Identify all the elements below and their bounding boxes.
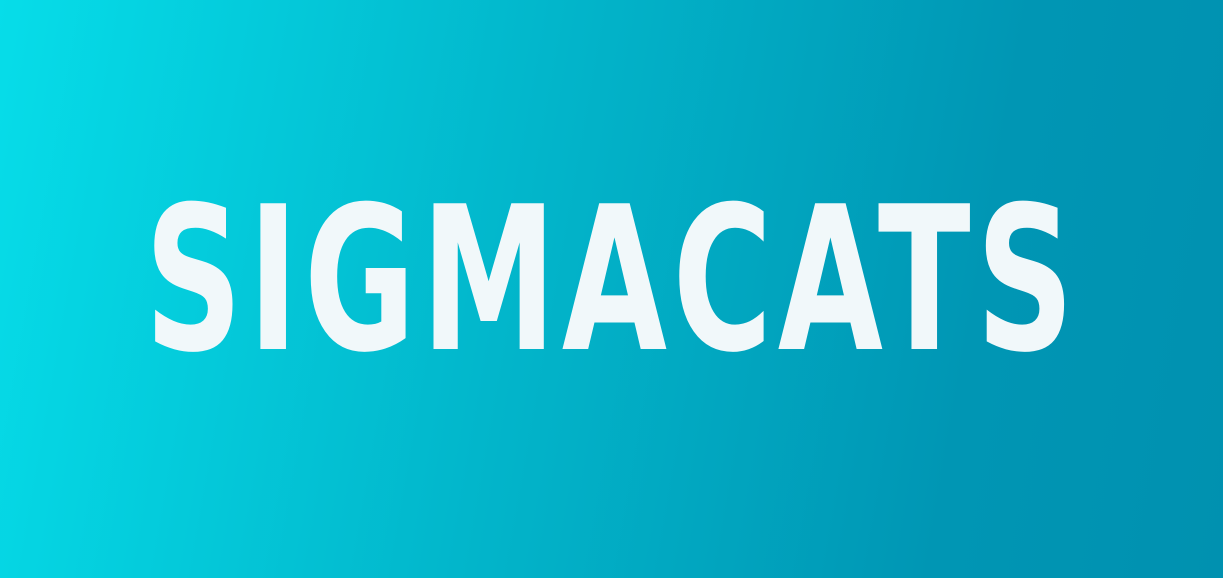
brand-wordmark: SIGMACATS bbox=[144, 164, 1080, 397]
